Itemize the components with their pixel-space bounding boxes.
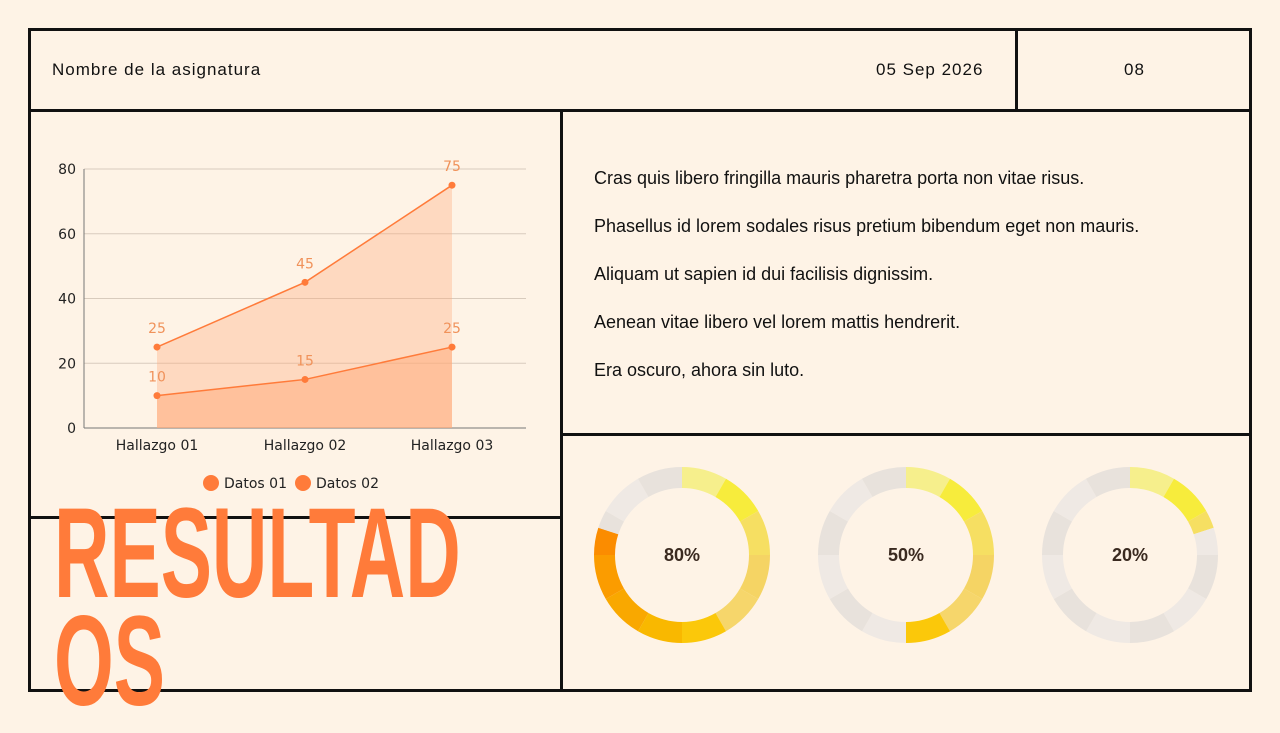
donut-segment [1163,478,1207,522]
donut-segment [1042,511,1072,555]
data-point [301,278,309,286]
donut-segment [906,467,950,497]
donut-label: 50% [888,545,924,565]
donut-segment [682,613,726,643]
header-divider [28,109,1252,112]
donut-label: 20% [1112,545,1148,565]
donut-segment [1086,467,1130,497]
donut-segment [964,511,994,555]
data-point [301,375,309,383]
legend-label: Datos 02 [316,476,379,492]
frame-top [28,28,1252,31]
donut-segment [1130,467,1174,497]
data-label: 10 [148,370,166,386]
donut-segment [1163,588,1207,632]
data-label: 25 [148,321,166,337]
paragraph: Aenean vitae libero vel lorem mattis hen… [594,312,961,332]
left-row-divider [28,516,562,519]
donut-segment [939,588,983,632]
x-tick-label: Hallazgo 03 [411,438,494,454]
x-tick-label: Hallazgo 01 [116,438,199,454]
donut-segment [740,511,770,555]
paragraph: Aliquam ut sapien id dui facilisis digni… [594,264,934,284]
column-divider [560,110,563,692]
donut-label: 80% [664,545,700,565]
y-tick-label: 60 [58,227,76,243]
donut-segment [638,467,682,497]
donut-segment [740,555,770,599]
y-tick-label: 80 [58,162,76,178]
paragraph: Cras quis libero fringilla mauris pharet… [594,168,1085,188]
frame-right [1249,28,1252,692]
donut-segment [1053,588,1097,632]
y-tick-label: 20 [58,356,76,372]
donut-segment [605,478,649,522]
donut-segment [1042,555,1072,599]
donut-segment [862,613,906,643]
donut-segment [862,467,906,497]
donut-segment [818,511,848,555]
data-label: 45 [296,256,314,272]
donut-segment [715,588,759,632]
data-point [153,392,161,400]
right-row-divider [561,433,1251,436]
y-tick-label: 0 [67,421,76,437]
donut-segment [1086,613,1130,643]
data-point [153,343,161,351]
paragraph: Era oscuro, ahora sin luto. [594,360,805,380]
frame-left [28,28,31,692]
donut-segment [939,478,983,522]
legend-marker [295,475,311,491]
donut-segment [1053,478,1097,522]
donut-segment [598,511,624,535]
legend-label: Datos 01 [224,476,287,492]
donut-segment [1188,511,1214,535]
donut-segment [1193,527,1218,555]
data-point [448,343,456,351]
data-point [448,181,456,189]
frame-bottom [28,689,1252,692]
data-label: 15 [296,353,314,369]
donut-chart: 20% [1042,467,1218,643]
donut-segment [605,588,649,632]
data-label: 75 [443,159,461,175]
area-1 [157,347,452,428]
donut-segment [682,467,726,497]
course-name: Nombre de la asignatura [52,60,262,79]
header-page-divider [1015,28,1018,112]
donut-segment [715,478,759,522]
donut-chart: 80% [594,467,770,643]
donut-segment [964,555,994,599]
date: 05 Sep 2026 [876,60,984,79]
donut-segment [1130,613,1174,643]
donut-segment [594,555,624,599]
donut-segment [829,478,873,522]
x-tick-label: Hallazgo 02 [264,438,347,454]
legend-marker [203,475,219,491]
page-number: 08 [1124,60,1145,79]
donut-segment [906,613,950,643]
donut-segment [638,613,682,643]
data-label: 25 [443,321,461,337]
slide-title: RESULTADOS [54,482,461,733]
donut-segment [594,527,619,555]
paragraph: Phasellus id lorem sodales risus pretium… [594,216,1140,236]
y-tick-label: 40 [58,292,76,308]
donut-segment [818,555,848,599]
donut-segment [1188,555,1218,599]
donut-segment [829,588,873,632]
donut-chart: 50% [818,467,994,643]
